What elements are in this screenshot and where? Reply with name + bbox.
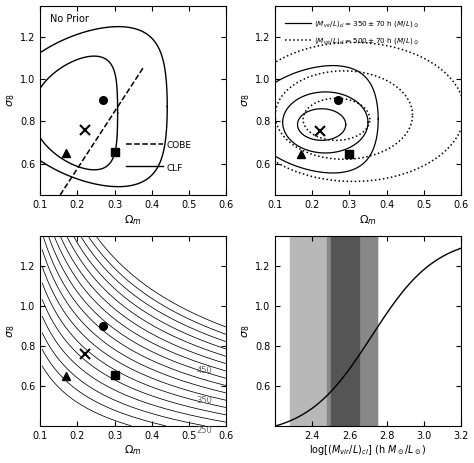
X-axis label: $\Omega_m$: $\Omega_m$	[124, 213, 142, 226]
Text: COBE: COBE	[166, 141, 191, 150]
Bar	[327, 236, 377, 426]
Bar	[290, 236, 377, 426]
Text: 350: 350	[196, 395, 212, 405]
Text: $\langle M_{vir}/L\rangle_{cl}=350\pm70$ h $(M/L)_\odot$: $\langle M_{vir}/L\rangle_{cl}=350\pm70$…	[314, 19, 419, 30]
X-axis label: $\Omega_m$: $\Omega_m$	[359, 213, 377, 226]
Text: No Prior: No Prior	[50, 14, 89, 25]
X-axis label: $\log[(M_{vir}/L)_{cl}]$ (h $M_\odot/L_\odot$): $\log[(M_{vir}/L)_{cl}]$ (h $M_\odot/L_\…	[309, 444, 427, 457]
Text: 450: 450	[196, 366, 212, 375]
X-axis label: $\Omega_m$: $\Omega_m$	[124, 444, 142, 457]
Y-axis label: $\sigma_8$: $\sigma_8$	[240, 94, 252, 107]
Y-axis label: $\sigma_8$: $\sigma_8$	[6, 324, 18, 338]
Text: $\langle M_{vir}/L\rangle_{cl}=500\pm70$ h $(M/L)_\odot$: $\langle M_{vir}/L\rangle_{cl}=500\pm70$…	[314, 35, 419, 46]
Y-axis label: $\sigma_8$: $\sigma_8$	[6, 94, 18, 107]
Text: CLF: CLF	[166, 164, 183, 173]
Y-axis label: $\sigma_8$: $\sigma_8$	[240, 324, 252, 338]
Bar	[331, 236, 359, 426]
Text: 250: 250	[196, 425, 212, 435]
